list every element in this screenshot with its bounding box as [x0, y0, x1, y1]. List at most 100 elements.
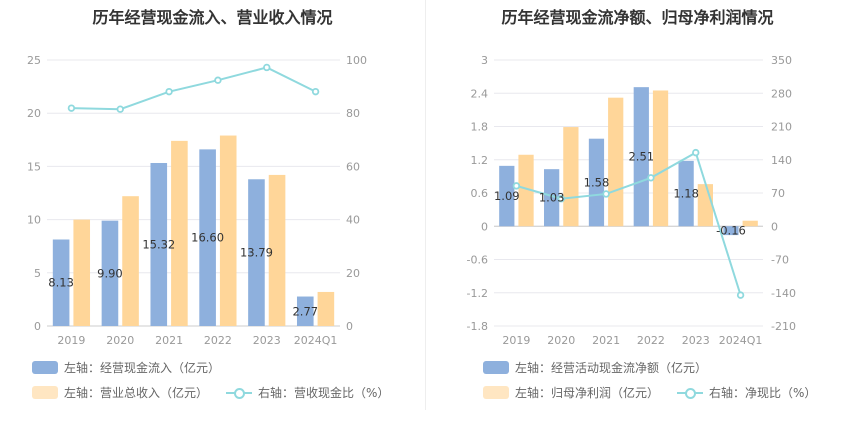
x-tick-label: 2023 — [682, 334, 710, 347]
x-tick-label: 2023 — [253, 334, 281, 347]
chart-canvas: 0 5 10 15 20 25 0 20 40 60 80 100 2019 2020 2021 2022 20… — [27, 54, 367, 347]
legend-swatch — [483, 361, 509, 374]
x-tick-label: 2020 — [106, 334, 134, 347]
y-right-tick-label: 20 — [346, 267, 360, 280]
ratio-point — [692, 148, 700, 157]
bar-data-label: 13.79 — [240, 246, 273, 260]
x-tick-label: 2020 — [547, 334, 575, 347]
legend-swatch — [32, 386, 58, 399]
bar-primary — [678, 160, 694, 227]
bar-secondary — [742, 220, 758, 227]
bar-primary — [101, 220, 119, 326]
legend-label: 左轴：经营活动现金流净额（亿元） — [515, 361, 708, 375]
legend-swatch — [483, 386, 509, 399]
legend-item-revenue[interactable]: 左轴：营业总收入（亿元） — [32, 384, 208, 401]
legend-label: 左轴：归母净利润（亿元） — [515, 386, 660, 400]
ratio-point — [67, 104, 76, 112]
bar-secondary — [122, 196, 139, 326]
y-right-tick-label: 100 — [346, 54, 367, 67]
x-tick-label: 2022 — [637, 334, 665, 347]
legend-row-1: 左轴：经营现金流入（亿元） — [32, 359, 238, 376]
y-right-tick-label: -210 — [771, 320, 796, 333]
x-tick-label: 2019 — [502, 334, 530, 347]
ratio-line — [71, 66, 317, 111]
bar-primary — [499, 165, 515, 227]
y-right-tick-label: 140 — [771, 154, 792, 167]
ratio-point — [512, 182, 521, 190]
y-right-tick-label: -70 — [771, 254, 789, 267]
bar-data-label: -0.16 — [716, 224, 746, 238]
y-left-tick-label: -1.2 — [467, 287, 488, 300]
chart-title: 历年经营现金流入、营业收入情况 — [92, 8, 333, 27]
legend-item-cash-ratio[interactable]: 右轴：营收现金比（%） — [226, 384, 389, 401]
bar-secondary — [518, 154, 534, 227]
bar-data-label: 16.60 — [191, 231, 224, 245]
ratio-point — [116, 105, 124, 113]
bar-data-label: 9.90 — [97, 266, 123, 280]
bar-data-label: 1.58 — [584, 175, 610, 189]
y-right-tick-label: -140 — [771, 287, 796, 300]
y-left-tick-label: 0.6 — [471, 187, 489, 200]
y-right-tick-label: 0 — [771, 220, 778, 233]
y-right-tick-label: 280 — [771, 87, 792, 100]
bar-primary — [588, 138, 605, 227]
legend-label: 左轴：营业总收入（亿元） — [64, 386, 209, 400]
x-tick-label: 2022 — [204, 334, 232, 347]
legend-item-net-cash-ratio[interactable]: 右轴：净现比（%） — [677, 384, 816, 401]
ratio-point — [602, 190, 610, 198]
y-left-tick-label: 5 — [34, 267, 41, 280]
bar-data-label: 2.77 — [292, 304, 318, 318]
y-left-tick-label: 1.8 — [471, 121, 489, 134]
bar-secondary — [219, 135, 237, 326]
bar-primary — [296, 296, 314, 326]
y-left-tick-label: 15 — [27, 160, 41, 173]
y-left-tick-label: 3 — [481, 54, 488, 67]
y-right-tick-label: 70 — [771, 187, 785, 200]
bar-secondary — [563, 127, 579, 227]
panel-divider — [425, 0, 426, 410]
ratio-point — [557, 194, 565, 203]
legend-label: 右轴：营收现金比（%） — [258, 386, 390, 400]
bar-primary — [544, 169, 560, 227]
legend-label: 右轴：净现比（%） — [709, 386, 817, 400]
ratio-point — [214, 76, 222, 84]
bar-secondary — [697, 184, 713, 227]
bar-data-label: 2.51 — [628, 150, 654, 164]
x-tick-label: 2024Q1 — [719, 334, 763, 347]
bar-secondary — [317, 291, 335, 326]
bar-secondary — [73, 219, 91, 326]
cash-inflow-revenue-chart: 历年经营现金流入、营业收入情况 0 5 10 15 20 25 0 20 40 60 80 100 20… — [27, 8, 407, 401]
y-left-tick-label: 0 — [481, 220, 488, 233]
legend-row-2: 左轴：营业总收入（亿元） 右轴：营收现金比（%） — [32, 384, 407, 401]
y-right-tick-label: 60 — [346, 160, 360, 173]
bar-data-label: 8.13 — [48, 276, 74, 290]
net-cash-flow-profit-chart: 历年经营现金流净额、归母净利润情况 -1.8 -1.2 -0.6 0 0.6 1.2 1.8… — [425, 0, 850, 437]
bar-primary — [199, 149, 216, 326]
legend-item-cash-inflow[interactable]: 左轴：经营现金流入（亿元） — [32, 359, 220, 376]
y-left-tick-label: -1.8 — [467, 320, 488, 333]
y-right-tick-label: 0 — [346, 320, 353, 333]
legend-item-net-profit[interactable]: 左轴：归母净利润（亿元） — [483, 384, 659, 401]
chart-title: 历年经营现金流净额、归母净利润情况 — [501, 8, 774, 27]
ratio-line — [516, 151, 742, 296]
bar-secondary — [268, 174, 286, 326]
bar-data-label: 1.03 — [539, 191, 565, 205]
y-left-tick-label: 20 — [27, 107, 41, 120]
chart-canvas: -1.8 -1.2 -0.6 0 0.6 1.2 1.8 2.4 3 -210 -140 -70 0 70… — [467, 54, 796, 347]
legend-item-net-cash-flow[interactable]: 左轴：经营活动现金流净额（亿元） — [483, 359, 707, 376]
bar-primary — [633, 87, 649, 227]
y-left-tick-label: 0 — [34, 320, 41, 333]
x-tick-label: 2021 — [155, 334, 183, 347]
y-left-tick-label: 2.4 — [471, 87, 489, 100]
y-right-tick-label: 40 — [346, 214, 360, 227]
bar-primary — [723, 226, 739, 236]
legend-line-marker — [226, 386, 253, 399]
legend-row-2: 左轴：归母净利润（亿元） 右轴：净现比（%） — [483, 384, 834, 401]
y-right-tick-label: 210 — [771, 121, 792, 134]
y-left-tick-label: 1.2 — [471, 154, 489, 167]
bar-primary — [150, 162, 168, 326]
ratio-point — [165, 87, 173, 96]
ratio-point — [311, 87, 320, 96]
y-left-tick-label: 10 — [27, 214, 41, 227]
bar-data-label: 1.09 — [494, 189, 520, 203]
